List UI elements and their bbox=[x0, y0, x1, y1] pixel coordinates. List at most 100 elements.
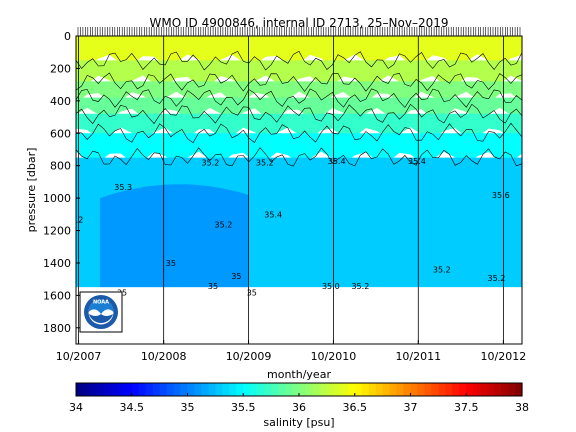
colorbar-swatch bbox=[473, 383, 481, 396]
contour-label: 35.0 bbox=[322, 282, 340, 291]
colorbar-swatch bbox=[180, 383, 189, 396]
colorbar-swatch bbox=[96, 383, 105, 396]
colorbar-swatch bbox=[103, 383, 112, 396]
colorbar-label: salinity [psu] bbox=[263, 416, 334, 429]
colorbar-swatch bbox=[166, 383, 175, 396]
colorbar-swatch bbox=[222, 383, 230, 396]
colorbar-tick-label: 35 bbox=[181, 401, 195, 414]
y-tick-label: 1400 bbox=[43, 257, 71, 270]
colorbar-tick-label: 36.5 bbox=[343, 401, 368, 414]
x-tick-label: 10/2007 bbox=[56, 350, 102, 363]
contour-label: 35.2 bbox=[433, 266, 451, 275]
colorbar-swatch bbox=[326, 383, 335, 396]
x-axis: 10/2007 10/2008 10/2009 10/2010 10/2011 10/20… bbox=[56, 27, 526, 363]
colorbar-tick-label: 37 bbox=[404, 401, 418, 414]
colorbar-swatch bbox=[138, 383, 147, 396]
salinity-layer bbox=[76, 133, 522, 164]
y-tick-label: 1000 bbox=[43, 192, 71, 205]
colorbar-swatch bbox=[361, 383, 370, 396]
contour-line bbox=[76, 147, 522, 167]
contour-label: 35.2 bbox=[351, 282, 369, 291]
colorbar-swatch bbox=[292, 383, 300, 396]
colorbar-swatch bbox=[271, 383, 279, 396]
logo-bird bbox=[88, 299, 114, 314]
colorbar-swatch bbox=[410, 383, 419, 396]
colorbar-swatch bbox=[159, 383, 168, 396]
x-axis-label: month/year bbox=[267, 368, 331, 381]
contour-label: 35.4 bbox=[264, 211, 282, 220]
contour-label: 35.2 bbox=[256, 159, 274, 168]
y-tick-label: 1600 bbox=[43, 289, 71, 302]
colorbar-tick-label: 36 bbox=[292, 401, 306, 414]
y-tick-label: 1800 bbox=[43, 322, 71, 335]
colorbar-swatch bbox=[264, 383, 272, 396]
contour-label: 35.4 bbox=[328, 157, 346, 166]
y-tick-label: 600 bbox=[50, 127, 71, 140]
colorbar-swatch bbox=[480, 383, 488, 396]
logo-text: NOAA bbox=[93, 300, 109, 306]
colorbar-tick-label: 34.5 bbox=[120, 401, 145, 414]
colorbar-swatch bbox=[494, 383, 502, 396]
colorbar-swatch bbox=[431, 383, 439, 396]
colorbar: 34 34.5 35 35.5 36 36.5 37 37.5 38 bbox=[69, 382, 529, 414]
low-salinity-patch bbox=[99, 184, 249, 288]
colorbar-swatch bbox=[417, 383, 426, 396]
colorbar-swatch bbox=[382, 383, 391, 396]
colorbar-swatch bbox=[208, 383, 216, 396]
y-tick-label: 0 bbox=[64, 30, 71, 43]
colorbar-swatch bbox=[152, 383, 161, 396]
colorbar-swatch bbox=[501, 383, 509, 396]
colorbar-swatch bbox=[403, 383, 412, 396]
noaa-logo-icon: NOAA bbox=[79, 291, 123, 333]
y-axis: 0 200 400 600 800 1000 1200 1400 1600 1800 bbox=[43, 30, 80, 335]
colorbar-swatch bbox=[215, 383, 223, 396]
colorbar-swatch bbox=[194, 383, 203, 396]
y-tick-label: 200 bbox=[50, 62, 71, 75]
colorbar-swatch bbox=[508, 383, 516, 396]
colorbar-swatch bbox=[131, 383, 140, 396]
colorbar-swatch bbox=[389, 383, 398, 396]
no-data-region bbox=[76, 287, 522, 344]
contour-label: 12 bbox=[73, 215, 83, 224]
x-tick-label: 10/2011 bbox=[395, 350, 441, 363]
colorbar-swatch bbox=[459, 383, 467, 396]
colorbar-swatch bbox=[110, 383, 119, 396]
y-tick-label: 1200 bbox=[43, 225, 71, 238]
contour-label: 35 bbox=[231, 272, 241, 281]
colorbar-swatch bbox=[305, 383, 314, 396]
colorbar-swatch bbox=[347, 383, 356, 396]
contour-label: 35.4 bbox=[408, 157, 426, 166]
colorbar-swatch bbox=[375, 383, 384, 396]
colorbar-swatch bbox=[285, 383, 293, 396]
colorbar-swatch bbox=[312, 383, 321, 396]
colorbar-swatch bbox=[333, 383, 342, 396]
colorbar-swatch bbox=[354, 383, 363, 396]
colorbar-swatch bbox=[250, 383, 258, 396]
colorbar-swatch bbox=[340, 383, 349, 396]
colorbar-swatch bbox=[452, 383, 460, 396]
colorbar-swatch bbox=[229, 383, 237, 396]
colorbar-swatch bbox=[173, 383, 182, 396]
colorbar-tick-label: 38 bbox=[515, 401, 529, 414]
colorbar-swatch bbox=[145, 383, 154, 396]
contour-line bbox=[76, 88, 522, 108]
contour-label: 35.2 bbox=[488, 274, 506, 283]
contour-label: 35.2 bbox=[201, 159, 219, 168]
colorbar-swatch bbox=[257, 383, 265, 396]
x-tick-label: 10/2010 bbox=[311, 350, 357, 363]
colorbar-swatch bbox=[487, 383, 495, 396]
contour-line bbox=[76, 50, 522, 71]
colorbar-swatch bbox=[76, 383, 84, 396]
contour-line bbox=[76, 72, 522, 92]
colorbar-swatch bbox=[117, 383, 126, 396]
colorbar-swatch bbox=[187, 383, 196, 396]
colorbar-tick-label: 34 bbox=[69, 401, 83, 414]
colorbar-swatch bbox=[89, 383, 98, 396]
colorbar-swatch bbox=[466, 383, 474, 396]
colorbar-swatch bbox=[124, 383, 133, 396]
contour-label: 35.3 bbox=[114, 183, 132, 192]
y-axis-label: pressure [dbar] bbox=[25, 148, 38, 233]
x-tick-label: 10/2008 bbox=[141, 350, 187, 363]
colorbar-swatch bbox=[82, 383, 91, 396]
